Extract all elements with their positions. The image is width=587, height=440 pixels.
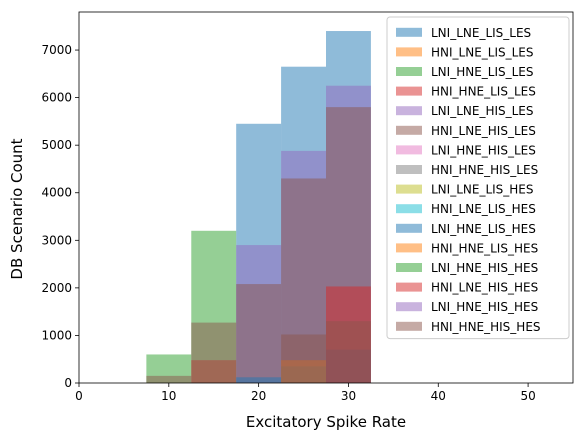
legend-swatch [396,86,422,96]
legend-label: HNI_LNE_HIS_HES [431,281,538,295]
legend-swatch [396,184,422,194]
histogram-bar [236,377,282,383]
legend-label: LNI_LNE_LIS_HES [431,183,534,197]
x-tick-label: 30 [341,389,356,403]
legend-swatch [396,145,422,155]
legend-label: HNI_LNE_LIS_HES [431,202,536,216]
y-axis-label: DB Scenario Count [8,138,26,279]
y-tick-label: 2000 [41,281,72,295]
legend-swatch [396,67,422,76]
legend-label: HNI_HNE_LIS_HES [431,241,538,255]
legend-label: LNI_HNE_HIS_LES [431,143,536,157]
histogram-bar [326,321,371,383]
y-tick-label: 0 [64,376,72,390]
x-tick-label: 10 [161,389,176,403]
legend-swatch [396,47,422,57]
x-tick-label: 20 [251,389,266,403]
legend-swatch [396,125,422,135]
legend-swatch [396,243,422,253]
plot-frame [78,11,574,384]
legend-label: HNI_LNE_HIS_LES [431,124,536,138]
legend-swatch [396,321,422,331]
x-tick-label: 50 [520,389,535,403]
legend-label: LNI_HNE_LIS_LES [431,65,534,79]
legend-swatch [396,302,422,312]
ticks-layer: 0 10 20 30 40 50 0 1000 2000 3000 4000 5000 6000 7000 [41,43,535,403]
legend-label: HNI_HNE_LIS_LES [431,85,536,99]
legend-swatch [396,106,422,116]
y-tick-label: 5000 [41,138,72,152]
legend-label: HNI_LNE_LIS_LES [431,45,534,59]
legend-box [386,16,570,340]
legend-label: HNI_HNE_HIS_LES [431,163,538,177]
x-tick-label: 0 [75,389,83,403]
legend-swatch [396,223,422,233]
y-tick-label: 7000 [41,43,72,57]
legend-swatch [396,165,422,174]
bars-layer [146,31,371,384]
legend-label: LNI_HNE_HIS_HES [431,261,538,275]
legend-swatch [396,263,422,272]
histogram-bar [146,375,192,383]
legend-swatch [396,282,422,292]
y-tick-label: 1000 [41,328,72,342]
y-tick-label: 6000 [41,91,72,105]
histogram-bar [191,322,237,383]
legend-swatch [396,204,422,214]
legend-label: LNI_LNE_HIS_LES [431,104,534,118]
axes-layer [78,11,574,384]
legend: LNI_LNE_LIS_LES HNI_LNE_LIS_LES LNI_HNE_LI… [386,16,570,340]
legend-label: LNI_HNE_LIS_HES [431,222,536,236]
histogram-bar [236,284,282,383]
x-tick-label: 40 [431,389,446,403]
legend-label: HNI_HNE_HIS_HES [431,320,541,334]
y-tick-label: 4000 [41,186,72,200]
histogram-bar [281,334,326,383]
legend-label: LNI_LNE_LIS_LES [431,26,531,40]
y-tick-label: 3000 [41,233,72,247]
legend-swatch [396,27,422,37]
legend-label: LNI_HNE_HIS_HES [431,300,538,314]
x-axis-label: Excitatory Spike Rate [246,413,406,431]
